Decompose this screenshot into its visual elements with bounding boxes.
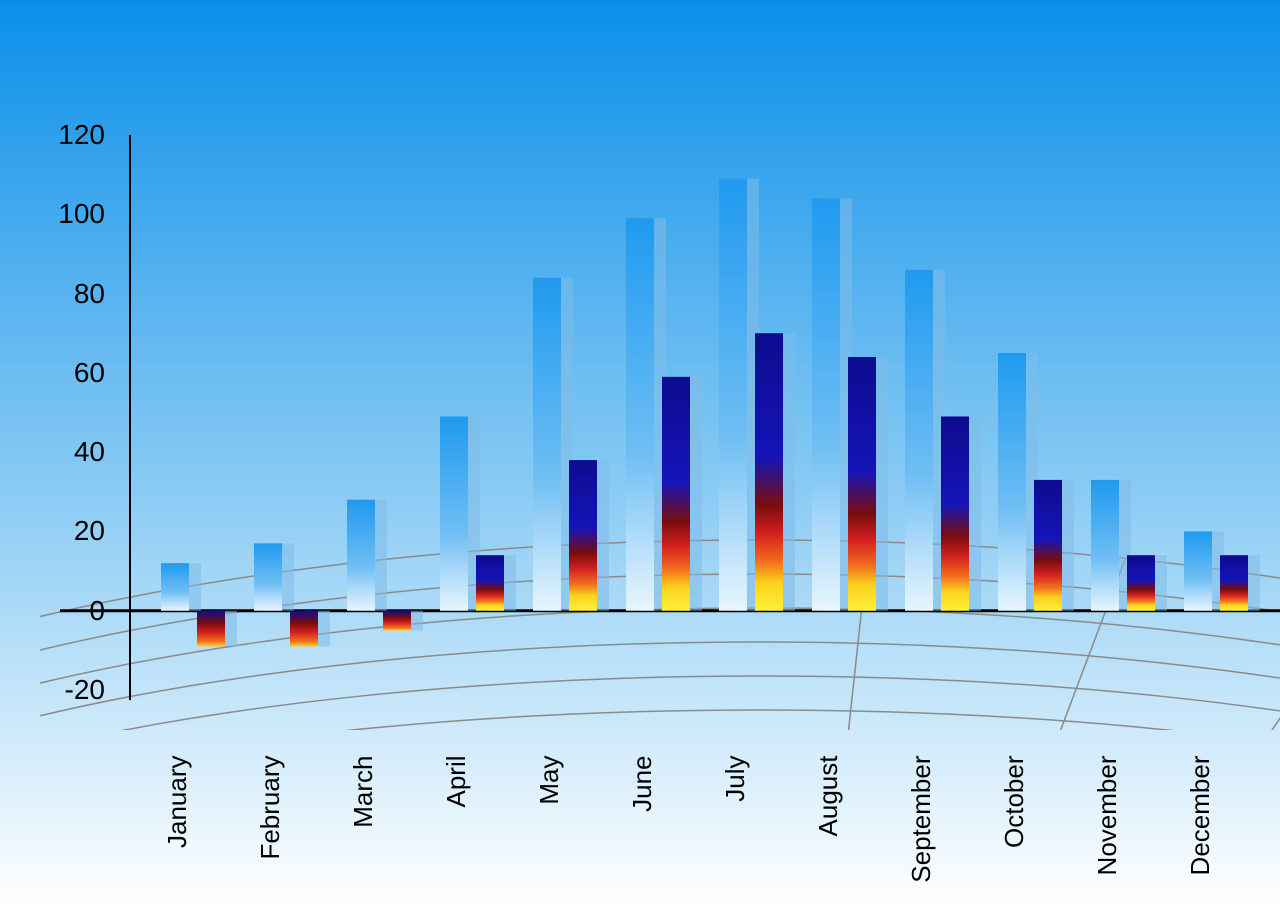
x-tick-label: January <box>162 756 193 849</box>
x-tick-label: August <box>813 756 844 837</box>
x-tick-label: April <box>441 756 472 808</box>
x-axis-labels: January February March April May June July Augu… <box>0 0 1280 905</box>
chart-canvas: -20020406080100120 JanuaryFebruaryMarchA… <box>0 0 1280 905</box>
x-tick-label: November <box>1092 756 1123 876</box>
x-tick-label: June <box>627 756 658 812</box>
x-tick-label: October <box>999 756 1030 849</box>
x-tick-label: July <box>720 756 751 802</box>
x-tick-label: February <box>255 756 286 860</box>
x-tick-label: May <box>534 756 565 805</box>
x-tick-label: December <box>1185 756 1216 876</box>
x-tick-label: March <box>348 756 379 828</box>
x-tick-label: September <box>906 756 937 883</box>
